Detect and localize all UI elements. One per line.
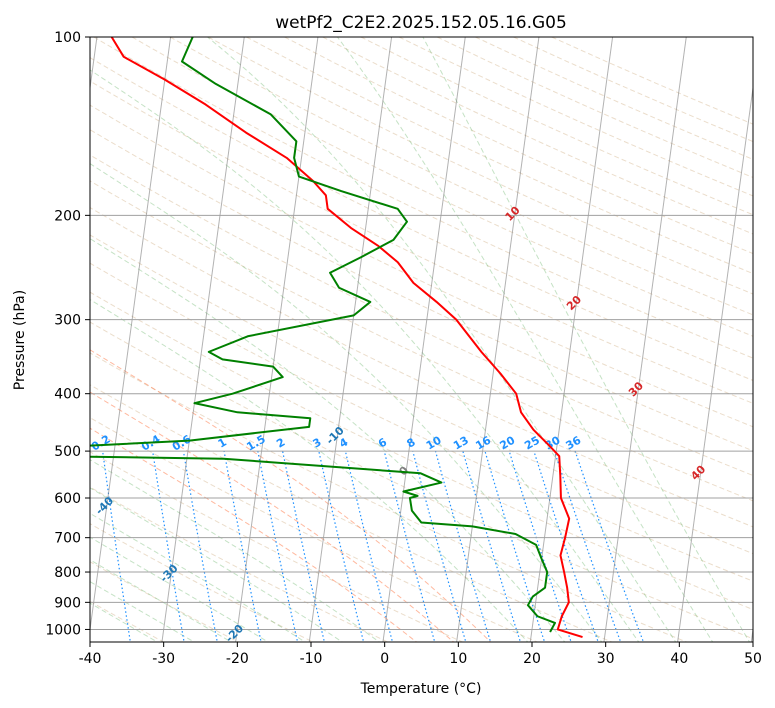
profile-series — [90, 37, 583, 639]
dry-adiabat — [90, 57, 753, 382]
y-tick-label: 700 — [54, 531, 81, 547]
background-lines — [90, 37, 753, 642]
y-tick-label: 200 — [54, 208, 81, 224]
dry-adiabat — [90, 129, 753, 452]
moist-adiabat — [90, 163, 603, 642]
x-tick-label: 30 — [597, 651, 615, 667]
x-tick-label: 10 — [449, 651, 467, 667]
mixing-ratio-line — [434, 450, 492, 642]
isotherm — [456, 37, 540, 642]
x-tick-label: 40 — [670, 651, 688, 667]
isotherm — [90, 37, 172, 634]
x-tick-label: -40 — [79, 651, 102, 667]
isotherm — [235, 37, 319, 642]
mixing-ratio-line — [102, 451, 131, 642]
mixing-ratio-line — [282, 450, 325, 642]
x-tick-label: -10 — [300, 651, 323, 667]
mixing-ratio-line — [318, 450, 365, 642]
dewpoint-profile — [90, 37, 556, 633]
isotherm — [382, 37, 466, 642]
mixing-ratio-line — [553, 450, 622, 642]
dry-adiabat — [90, 207, 753, 528]
dry-adiabat — [169, 37, 753, 316]
y-tick-label: 300 — [54, 313, 81, 329]
mixing-ratio-line — [344, 450, 394, 642]
moist-adiabat — [90, 487, 344, 642]
mixing-ratio-line — [484, 450, 546, 642]
mixing-ratio-line — [508, 450, 572, 642]
mixing-ratio-line — [257, 450, 299, 642]
y-axis-title: Pressure (hPa) — [12, 290, 28, 390]
y-tick-label: 800 — [54, 565, 81, 581]
chart-title: wetPf2_C2E2.2025.152.05.16.G05 — [275, 13, 567, 33]
mixing-ratio-line — [383, 450, 436, 642]
mixing-ratio-line — [462, 450, 522, 642]
x-axis: -40 -30 -20 -10 0 10 20 30 40 50 — [79, 642, 762, 667]
mixing-ratio-line — [182, 451, 218, 642]
dry-adiabat — [93, 37, 753, 359]
y-tick-label: 900 — [54, 595, 81, 611]
dry-adiabat — [90, 234, 753, 555]
mixing-ratio-line — [152, 451, 185, 642]
x-tick-label: -30 — [152, 651, 175, 667]
y-tick-label: 500 — [54, 444, 81, 460]
y-tick-label: 100 — [54, 30, 81, 46]
mixing-ratio-line — [533, 450, 599, 642]
moist-adiabat — [90, 427, 418, 642]
isotherm — [603, 37, 687, 642]
y-axis: 100 200 300 400 500 600 700 800 900 1000 — [45, 30, 90, 638]
isotherm — [308, 37, 393, 642]
isotherm — [161, 37, 245, 642]
moist-adiabat — [90, 238, 566, 642]
x-tick-label: -20 — [226, 651, 249, 667]
x-tick-label: 0 — [380, 651, 389, 667]
y-tick-label: 1000 — [45, 622, 81, 638]
plot-frame — [89, 36, 754, 643]
x-tick-label: 50 — [744, 651, 762, 667]
dry-adiabat — [90, 262, 753, 582]
y-tick-label: 400 — [54, 387, 81, 403]
moist-adiabat — [90, 349, 492, 642]
y-tick-label: 600 — [54, 491, 81, 507]
mixing-ratio-line — [574, 450, 645, 642]
x-axis-title: Temperature (°C) — [360, 681, 482, 697]
isotherm — [677, 84, 753, 642]
x-tick-label: 20 — [523, 651, 541, 667]
isotherm — [529, 37, 614, 642]
dry-adiabat — [90, 154, 753, 477]
